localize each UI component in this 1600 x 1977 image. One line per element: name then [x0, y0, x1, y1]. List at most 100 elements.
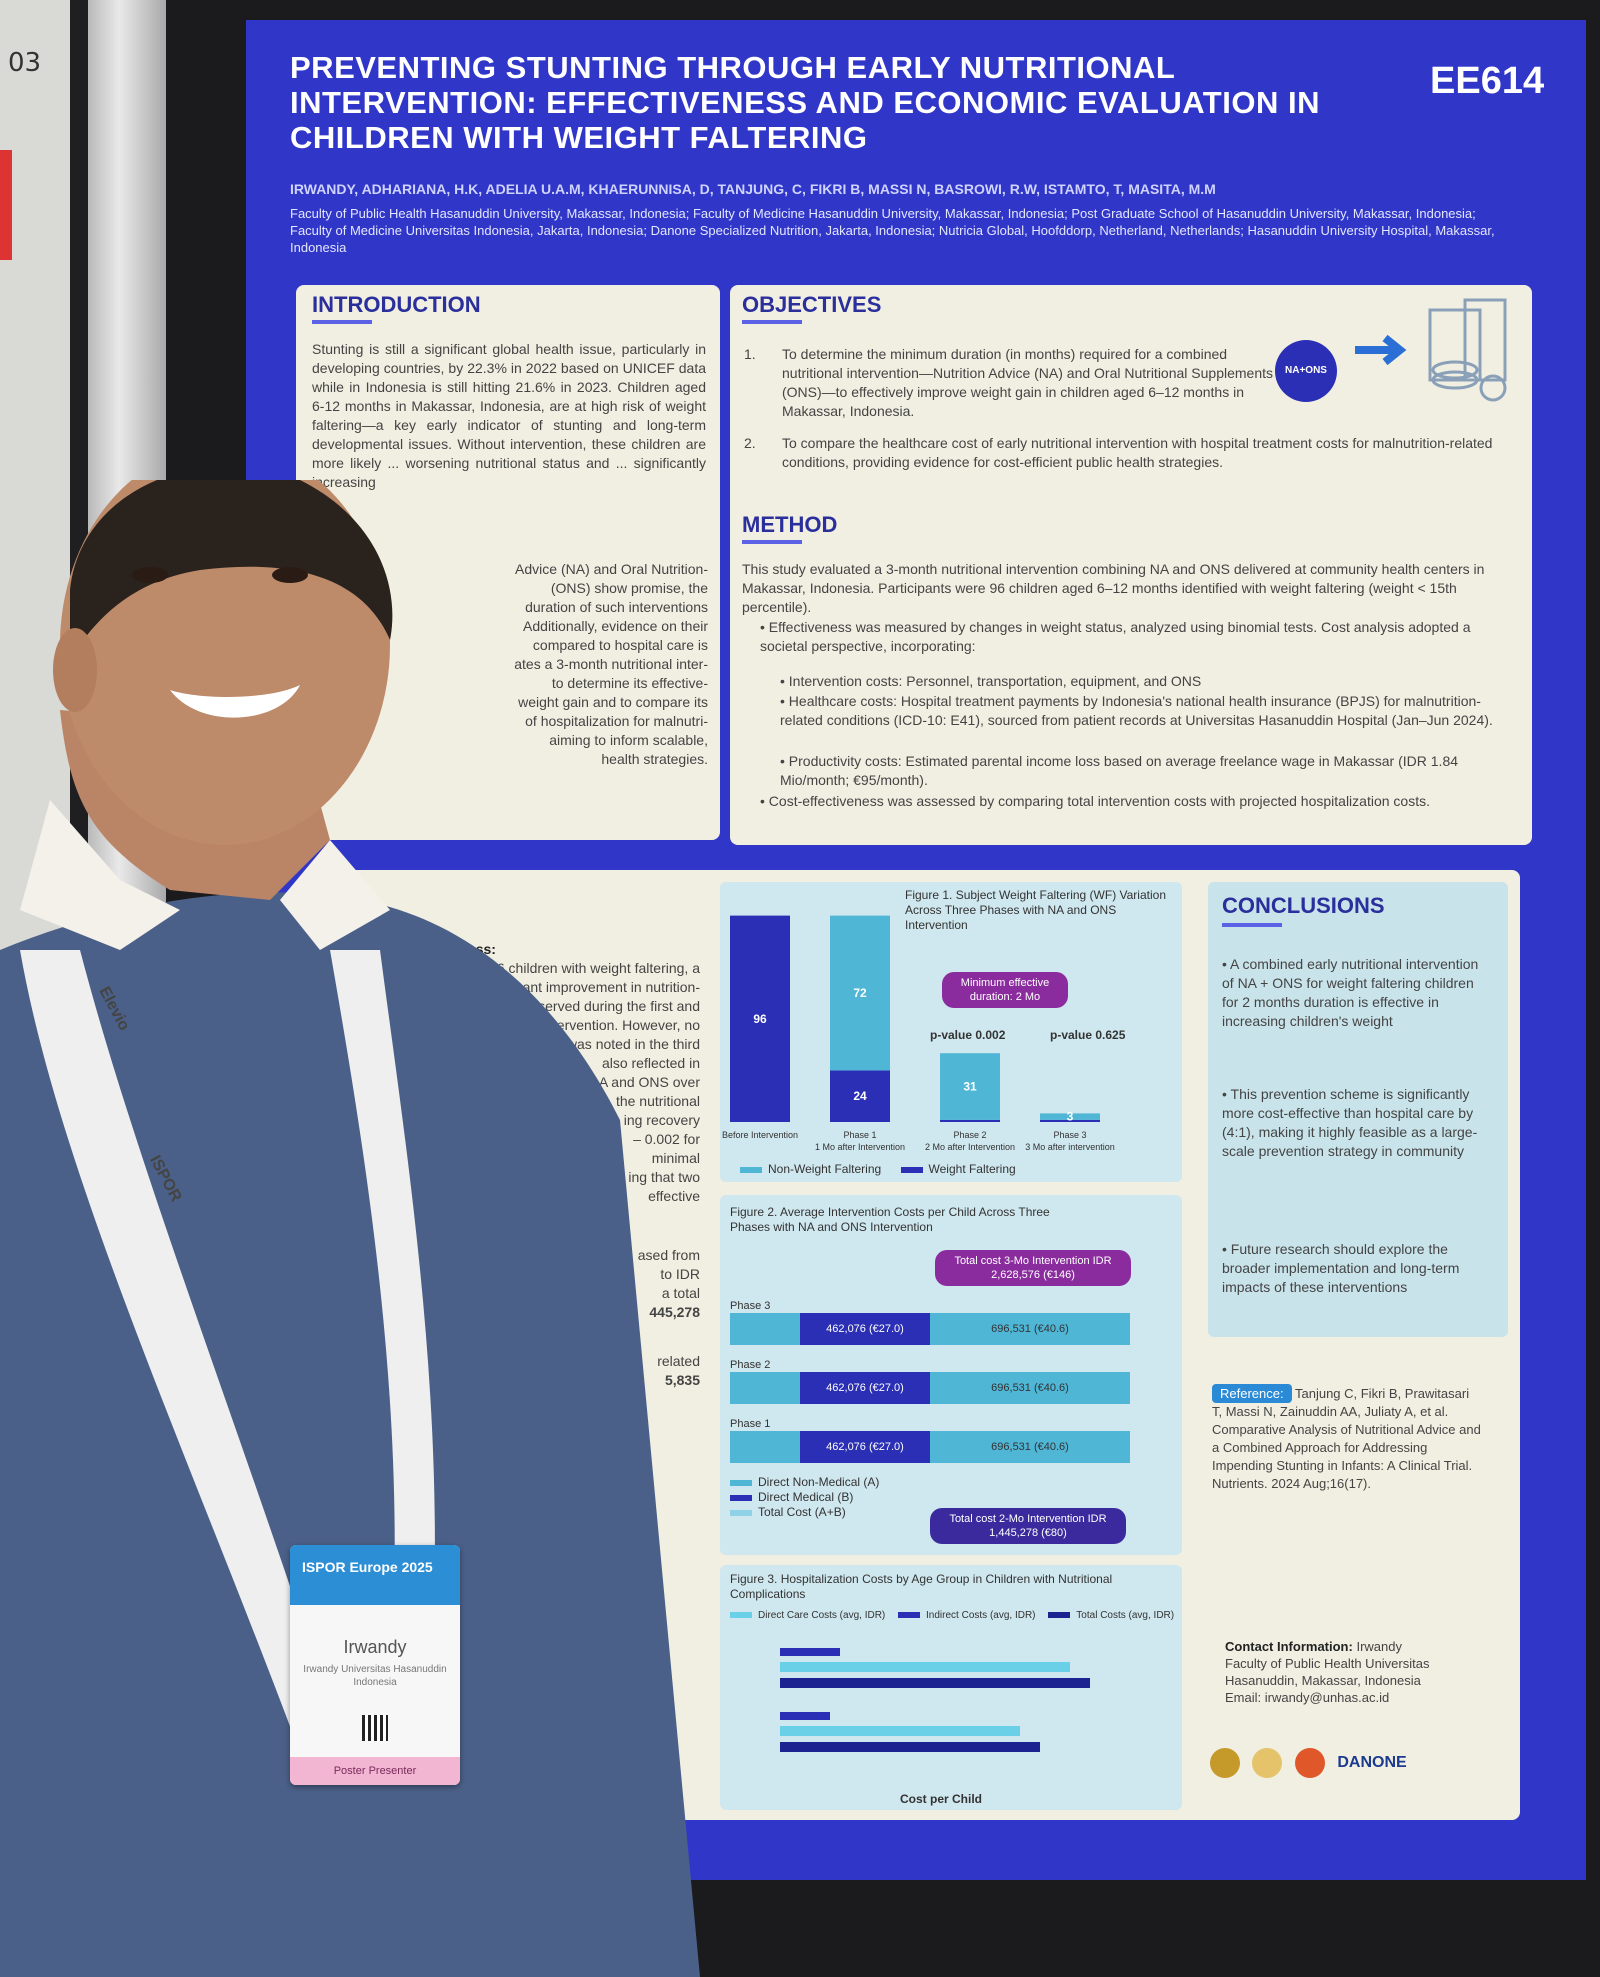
phase-3-label: Phase 3 [730, 1300, 771, 1312]
method-bullet-1-text: Effectiveness was measured by changes in… [760, 619, 1471, 654]
conclusions-underline [1222, 923, 1282, 927]
figure-2-legend-total: Total Cost (A+B) [730, 1505, 1170, 1520]
phase-3-nonmedical [730, 1313, 800, 1345]
presenter-person [0, 480, 700, 1977]
legend-label-a: Direct Non-Medical (A) [758, 1475, 880, 1489]
intro-stub: Advice (NA) and Oral Nutrition- [515, 561, 708, 577]
conclusion-3: • Future research should explore the bro… [1222, 1241, 1460, 1295]
bar-weight-faltering [1040, 1119, 1100, 1122]
name-badge: ISPOR Europe 2025 Irwandy Irwandy Univer… [290, 1545, 460, 1785]
legend-label-wf: Weight Faltering [928, 1162, 1016, 1176]
reference-label: Reference: [1212, 1384, 1292, 1403]
figure-1-box [720, 882, 1182, 1182]
results-stub: 445,278 [649, 1304, 700, 1320]
seal-logo [1252, 1748, 1283, 1778]
na-ons-badge: NA+ONS [1275, 340, 1337, 402]
legend-label-non-wf: Non-Weight Faltering [768, 1162, 882, 1176]
conclusion-3-text: Future research should explore the broad… [1222, 1241, 1460, 1295]
legend-swatch-b [730, 1494, 752, 1501]
results-stub: 96 children with weight faltering, a [489, 960, 700, 976]
total-cost-2mo-callout: Total cost 2-Mo Intervention IDR 1,445,2… [930, 1508, 1126, 1544]
contact-label: Contact Information: [1225, 1639, 1353, 1654]
red-accent [0, 150, 12, 260]
poster-authors: IRWANDY, ADHARIANA, H.K, ADELIA U.A.M, K… [290, 181, 1216, 197]
method-bullet-2: • Intervention costs: Personnel, transpo… [780, 673, 1202, 689]
intro-stub: (ONS) show promise, the [550, 580, 708, 596]
figure-3-bars [780, 1648, 1160, 1752]
fig3-bar-4 [780, 1712, 830, 1720]
objectives-underline [742, 320, 802, 324]
intro-stub: of hospitalization for malnutri- [525, 713, 708, 729]
contact-information: Contact Information: Irwandy Faculty of … [1225, 1638, 1475, 1706]
category-tick-label: Phase 3 [1053, 1130, 1086, 1140]
phase-2-total: 696,531 (€40.6) [930, 1372, 1130, 1404]
figure-3-legend: Direct Care Costs (avg, IDR) Indirect Co… [730, 1608, 1174, 1623]
phase-1-bar: 462,076 (€27.0) 696,531 (€40.6) [730, 1431, 1170, 1463]
introduction-underline [312, 320, 372, 324]
method-heading: METHOD [742, 512, 838, 537]
objective-2-text: To compare the healthcare cost of early … [782, 435, 1493, 470]
intro-stub: weight gain and to compare its [518, 694, 708, 710]
introduction-stubs: Advice (NA) and Oral Nutrition- (ONS) sh… [460, 560, 708, 769]
badge-role: Poster Presenter [333, 1765, 417, 1777]
legend-swatch-total [730, 1509, 752, 1516]
results-stub: related [657, 1353, 700, 1369]
university-logo [1210, 1748, 1240, 1778]
bar-value-label: 31 [963, 1080, 977, 1094]
qr-code-icon [362, 1715, 388, 1741]
total-cost-3mo-callout: Total cost 3-Mo Intervention IDR 2,628,5… [935, 1250, 1131, 1286]
results-stub: effective [648, 1188, 700, 1204]
phase-3-total: 696,531 (€40.6) [930, 1313, 1130, 1345]
min-effective-callout: Minimum effective duration: 2 Mo [942, 972, 1068, 1008]
poster-title: PREVENTING STUNTING THROUGH EARLY NUTRIT… [290, 50, 1320, 155]
badge-role-band: Poster Presenter [290, 1757, 460, 1785]
conclusion-1-text: A combined early nutritional interventio… [1222, 956, 1479, 1029]
badge-name: Irwandy [343, 1637, 407, 1657]
method-text: This study evaluated a 3-month nutrition… [742, 561, 1485, 615]
fig3-bar-3 [780, 1678, 1090, 1688]
logo-row: DANONE [1210, 1748, 1500, 1788]
objective-1-number: 1. [744, 346, 756, 362]
phase-2-nonmedical [730, 1372, 800, 1404]
figure-3-title: Figure 3. Hospitalization Costs by Age G… [730, 1572, 1113, 1601]
phase-2-bar: 462,076 (€27.0) 696,531 (€40.6) [730, 1372, 1170, 1404]
danone-logo: DANONE [1337, 1754, 1407, 1771]
badge-event-logo: ISPOR Europe 2025 [302, 1559, 433, 1575]
bar-non-weight-faltering [940, 1053, 1000, 1120]
objectives-method-section [730, 285, 1532, 845]
conclusion-1: • A combined early nutritional intervent… [1222, 956, 1479, 1029]
legend-label-total: Total Costs (avg, IDR) [1076, 1610, 1175, 1621]
conclusion-2-text: This prevention scheme is significantly … [1222, 1086, 1478, 1159]
bar-value-label: 3 [1067, 1110, 1074, 1124]
objectives-heading: OBJECTIVES [742, 292, 882, 317]
conclusions-heading: CONCLUSIONS [1222, 893, 1385, 918]
results-stub: the nutritional [615, 1093, 700, 1109]
legend-label-direct: Direct Care Costs (avg, IDR) [758, 1610, 886, 1621]
phase-1-total: 696,531 (€40.6) [930, 1431, 1130, 1463]
figure-2-legend-a: Direct Non-Medical (A) [730, 1475, 1170, 1490]
phase-1-medical: 462,076 (€27.0) [800, 1431, 930, 1463]
results-stub: ing recovery [623, 1112, 700, 1128]
legend-label-indirect: Indirect Costs (avg, IDR) [926, 1610, 1036, 1621]
contact-org: Faculty of Public Health Universitas Has… [1225, 1656, 1430, 1688]
results-stub: ased from [637, 1247, 700, 1263]
figure-3-xlabel: Cost per Child [900, 1792, 983, 1806]
method-bullet-4: • Productivity costs: Estimated parental… [780, 753, 1459, 788]
phase-3-medical: 462,076 (€27.0) [800, 1313, 930, 1345]
introduction-text: Stunting is still a significant global h… [312, 341, 706, 490]
fig3-bar-2 [780, 1662, 1070, 1672]
objective-2-number: 2. [744, 435, 756, 451]
category-tick-label: Phase 2 [953, 1130, 986, 1140]
figure-1-legend: Non-Weight Faltering Weight Faltering [740, 1162, 1016, 1177]
cost-illustration-icon [1355, 298, 1507, 402]
figure-1-title: Figure 1. Subject Weight Faltering (WF) … [905, 888, 1166, 932]
legend-swatch-wf [900, 1166, 923, 1173]
bar-weight-faltering [730, 915, 790, 1122]
reference: Reference: Tanjung C, Fikri B, Prawitasa… [1212, 1384, 1482, 1493]
introduction-heading: INTRODUCTION [312, 292, 481, 317]
contact-name: Irwandy [1356, 1639, 1402, 1654]
intro-stub: Additionally, evidence on their [523, 618, 708, 634]
category-tick-label: Before Intervention [722, 1130, 798, 1140]
results-stub: 5,835 [664, 1372, 700, 1388]
category-tick-label: 3 Mo after intervention [1025, 1142, 1115, 1152]
